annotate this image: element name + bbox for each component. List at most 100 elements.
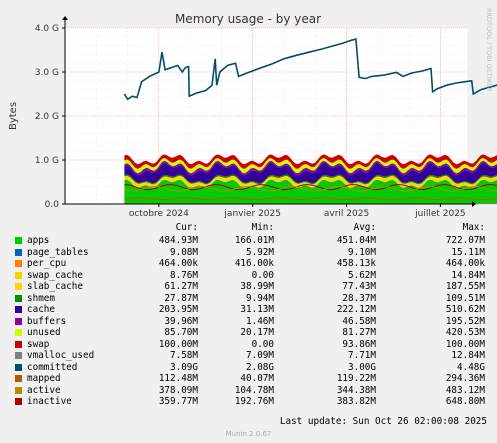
legend-min: 1.46M (246, 315, 274, 327)
legend-name: apps (27, 235, 50, 246)
legend-name: committed (27, 361, 78, 373)
legend-max: 420.53M (445, 327, 485, 338)
legend-cur: 39.96M (164, 315, 198, 327)
legend-swatch (15, 398, 22, 405)
x-axis-arrow (472, 201, 476, 207)
legend-max: 187.55M (445, 281, 485, 292)
legend-swatch (15, 340, 22, 348)
legend-row: buffers 39.96M 1.46M 46.58M 195.52M (0, 316, 497, 328)
area-shmem (124, 174, 497, 185)
legend-max: 109.51M (445, 292, 485, 304)
legend-min: 20.17M (240, 327, 274, 338)
area-cache (124, 162, 497, 184)
x-axis: octobre 2024 janvier 2025 avril 2025 juille… (65, 201, 476, 219)
header-avg: Avg: (353, 222, 376, 233)
legend-swatch (15, 260, 22, 267)
legend-row: mapped 112.48M 40.07M 119.22M 294.36M (0, 373, 497, 385)
legend-min: 0.00 (251, 269, 274, 281)
legend-avg: 77.43M (342, 281, 376, 292)
legend-cur: 112.48M (158, 373, 198, 384)
legend-swatch (15, 329, 22, 336)
area-slab-cache (124, 175, 497, 188)
area-buffers (124, 160, 497, 176)
legend-name: swap (27, 338, 50, 350)
legend-max: 4.48G (457, 361, 485, 373)
y-axis-arrow (62, 16, 68, 20)
legend-row: shmem 27.87M 9.94M 28.37M 109.51M (0, 293, 497, 305)
legend-cur: 203.95M (158, 304, 198, 315)
legend-name: per_cpu (27, 258, 67, 269)
legend-max: 464.00k (445, 258, 485, 269)
legend-name: active (27, 384, 61, 396)
legend-min: 2.08G (246, 361, 274, 373)
legend-cur: 3.09G (170, 361, 198, 373)
legend-min: 38.99M (240, 281, 274, 292)
legend-avg: 28.37M (342, 292, 376, 304)
legend-row: slab_cache 61.27M 38.99M 77.43M 187.55M (0, 281, 497, 293)
y-axis-label: Bytes (8, 102, 19, 130)
line-mapped (124, 197, 497, 200)
legend-avg: 458.13k (336, 258, 376, 269)
legend-avg: 93.86M (342, 338, 376, 350)
legend-min: 9.94M (246, 292, 274, 304)
legend-cur: 464.00k (158, 258, 198, 269)
legend-cur: 100.00M (158, 338, 198, 350)
legend-swatch (15, 294, 22, 302)
legend-max: 294.36M (445, 373, 485, 384)
legend-avg: 222.12M (336, 304, 376, 315)
legend-swatch (15, 352, 22, 359)
legend-name: swap_cache (27, 269, 83, 281)
legend-avg: 451.04M (336, 235, 376, 246)
legend-avg: 9.10M (348, 246, 376, 258)
legend-min: 40.07M (240, 373, 274, 384)
legend-name: shmem (27, 292, 55, 304)
line-active (124, 186, 497, 192)
legend-cur: 61.27M (164, 281, 198, 292)
legend-row: swap_cache 8.76M 0.00 5.62M 14.84M (0, 270, 497, 282)
legend-row: cache 203.95M 31.13M 222.12M 510.62M (0, 304, 497, 316)
legend-cur: 85.70M (164, 327, 198, 338)
legend-max: 510.62M (445, 304, 485, 315)
legend-cur: 9.08M (170, 246, 198, 258)
legend-avg: 3.00G (348, 361, 376, 373)
legend-swatch (15, 283, 22, 290)
y-axis: 0.0 1.0 G 2.0 G 3.0 G 4.0 G (35, 16, 68, 210)
legend-avg: 119.22M (336, 373, 376, 384)
legend-name: unused (27, 327, 61, 338)
legend-row: swap 100.00M 0.00 93.86M 100.00M (0, 339, 497, 351)
y-tick-label: 0.0 (45, 200, 60, 210)
legend-cur: 7.58M (170, 350, 198, 361)
legend-swatch (15, 363, 22, 371)
header-min: Min: (251, 222, 274, 233)
x-tick-label: octobre 2024 (129, 209, 189, 219)
rrdtool-credit: RRDTOOL / TOBI OETIKER (485, 8, 493, 92)
legend-min: 166.01M (234, 235, 274, 246)
chart-title: Memory usage - by year (175, 12, 321, 26)
legend-swatch (15, 248, 22, 256)
legend-max: 12.84M (451, 350, 485, 361)
y-tick-label: 2.0 G (35, 112, 59, 122)
legend-min: 0.00 (251, 338, 274, 350)
legend-row: unused 85.70M 20.17M 81.27M 420.53M (0, 327, 497, 339)
y-tick-label: 1.0 G (35, 156, 59, 166)
y-tick-label: 4.0 G (35, 24, 59, 34)
legend-cur: 8.76M (170, 269, 198, 281)
legend-row: per_cpu 464.00k 416.00k 458.13k 464.00k (0, 258, 497, 270)
legend-swatch (15, 386, 22, 394)
legend-row: vmalloc_used 7.58M 7.09M 7.71M 12.84M (0, 350, 497, 362)
legend-min: 416.00k (234, 258, 274, 269)
legend-min: 104.78M (234, 384, 274, 396)
legend-min: 5.92M (246, 246, 274, 258)
legend-min: 192.76M (234, 396, 274, 407)
last-update: Last update: Sun Oct 26 02:00:08 2025 (279, 416, 487, 427)
y-tick-label: 3.0 G (35, 68, 59, 78)
area-per-cpu (124, 179, 497, 188)
legend-table: Cur: Min: Avg: Max: apps 484.93M 166.01M 45… (0, 222, 497, 422)
legend-max: 483.12M (445, 384, 485, 396)
munin-version: Munin 2.0.67 (225, 430, 272, 438)
area-unused (124, 158, 497, 174)
legend-min: 31.13M (240, 304, 274, 315)
legend-swatch (15, 237, 22, 244)
legend-name: page_tables (27, 246, 89, 258)
header-max: Max: (462, 222, 485, 233)
